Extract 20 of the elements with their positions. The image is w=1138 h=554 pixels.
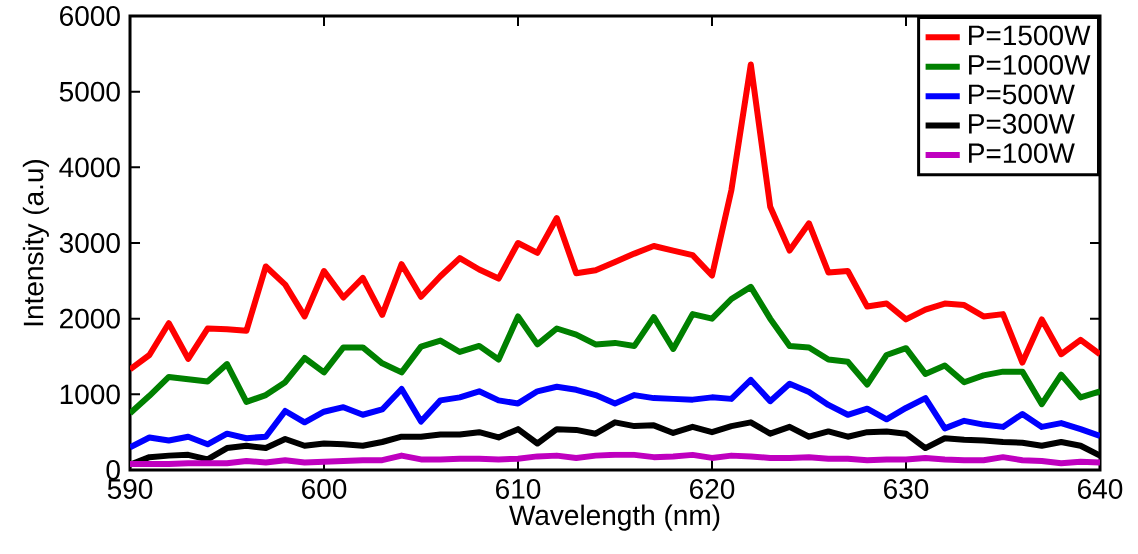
- legend-label: P=1000W: [969, 54, 1091, 75]
- y-axis-title: Intensity (a.u): [22, 159, 49, 326]
- y-tick-label: 6000: [60, 6, 120, 26]
- x-tick-label: 620: [690, 479, 735, 499]
- y-tick-label: 3000: [59, 233, 120, 253]
- legend-label: P=1500W: [969, 25, 1091, 46]
- legend-label: P=500W: [969, 84, 1075, 105]
- y-tick-label: 2000: [60, 308, 120, 329]
- legend-label: P=300W: [969, 113, 1075, 134]
- x-tick-label: 590: [107, 479, 153, 499]
- legend-label: P=100W: [969, 143, 1075, 164]
- y-tick-label: 1000: [60, 384, 120, 405]
- y-tick-label: 5000: [59, 81, 120, 102]
- x-tick-label: 600: [302, 479, 347, 499]
- x-tick-label: 610: [496, 479, 541, 499]
- x-axis-title: Wavelength (nm): [509, 504, 720, 531]
- y-tick-label: 0: [106, 460, 120, 480]
- x-tick-label: 630: [884, 479, 929, 499]
- x-tick-label: 640: [1078, 479, 1123, 499]
- y-tick-label: 4000: [59, 157, 120, 178]
